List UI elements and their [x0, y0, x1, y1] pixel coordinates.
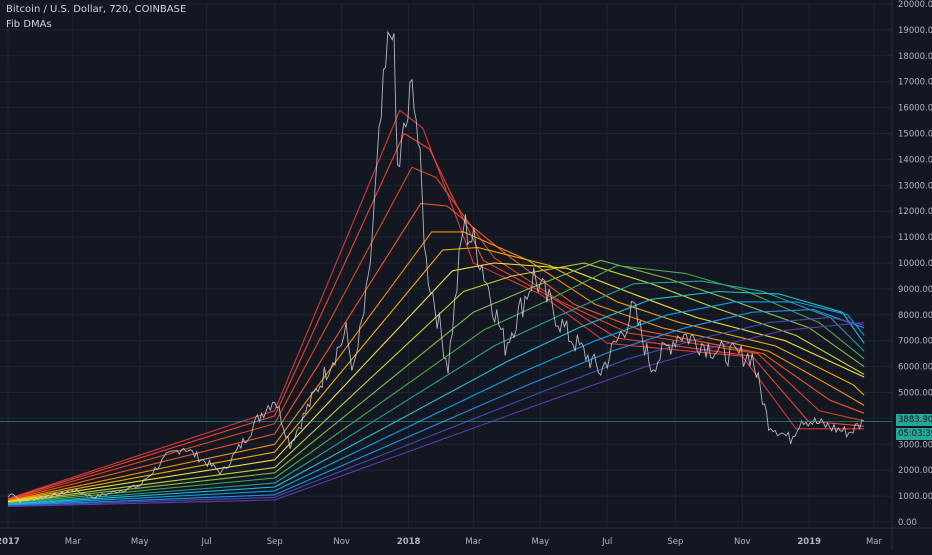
- ma-line-9: [7, 259, 865, 504]
- x-tick-label: 2019: [797, 537, 821, 547]
- price-series: [0, 30, 892, 504]
- y-tick-label: 3000.00: [898, 440, 932, 450]
- ma-line-2: [7, 132, 865, 500]
- y-tick-label: 0.00: [898, 518, 917, 528]
- ma-line-14: [7, 309, 865, 506]
- ma-line-10: [7, 265, 865, 504]
- ma-line-5: [7, 231, 865, 502]
- x-tick-label: Mar: [65, 537, 82, 547]
- y-tick-label: 8000.00: [898, 311, 932, 321]
- x-tick-label: Sep: [267, 537, 283, 547]
- price-line: [7, 30, 865, 504]
- y-tick-label: 13000.00: [898, 181, 932, 191]
- x-tick-label: May: [532, 537, 550, 547]
- y-tick-label: 12000.00: [898, 207, 932, 217]
- ma-line-3: [7, 166, 865, 501]
- x-tick-label: Nov: [734, 537, 751, 547]
- ma-line-1: [7, 109, 865, 500]
- x-tick-label: Jul: [601, 537, 612, 547]
- symbol-title: Bitcoin / U.S. Dollar, 720, COINBASE: [6, 4, 187, 15]
- y-tick-label: 15000.00: [898, 130, 932, 140]
- x-tick-label: Mar: [465, 537, 482, 547]
- x-tick-label: Sep: [667, 537, 683, 547]
- ma-line-7: [7, 262, 865, 503]
- ma-line-6: [7, 246, 865, 502]
- y-tick-label: 2000.00: [898, 466, 932, 476]
- y-tick-label: 18000.00: [898, 52, 932, 62]
- ma-line-13: [7, 301, 865, 506]
- y-tick-label: 9000.00: [898, 285, 932, 295]
- grid: [0, 3, 892, 527]
- y-tick-label: 20000.00: [898, 0, 932, 10]
- x-tick-label: 2017: [0, 537, 20, 547]
- last-price-badge: 3883.90: [896, 414, 932, 427]
- y-tick-label: 16000.00: [898, 104, 932, 114]
- indicator-label[interactable]: Fib DMAs: [6, 19, 52, 30]
- x-tick-label: Nov: [333, 537, 350, 547]
- ma-line-12: [7, 290, 865, 505]
- ma-line-11: [7, 280, 865, 505]
- x-tick-label: 2018: [397, 537, 421, 547]
- y-tick-label: 7000.00: [898, 337, 932, 347]
- ma-line-8: [7, 262, 865, 503]
- y-tick-label: 10000.00: [898, 259, 932, 269]
- y-tick-label: 19000.00: [898, 26, 932, 36]
- y-tick-label: 6000.00: [898, 363, 932, 373]
- y-tick-label: 5000.00: [898, 389, 932, 399]
- x-tick-label: Mar: [866, 537, 883, 547]
- y-tick-label: 17000.00: [898, 78, 932, 88]
- y-tick-label: 1000.00: [898, 492, 932, 502]
- x-tick-label: May: [131, 537, 149, 547]
- ma-line-16: [7, 322, 865, 508]
- ma-line-4: [7, 202, 865, 501]
- y-tick-label: 11000.00: [898, 233, 932, 243]
- moving-averages: [7, 109, 865, 508]
- ma-line-15: [7, 316, 865, 507]
- countdown-badge: 05:03:39: [896, 428, 932, 441]
- y-tick-label: 14000.00: [898, 155, 932, 165]
- x-tick-label: Jul: [201, 537, 212, 547]
